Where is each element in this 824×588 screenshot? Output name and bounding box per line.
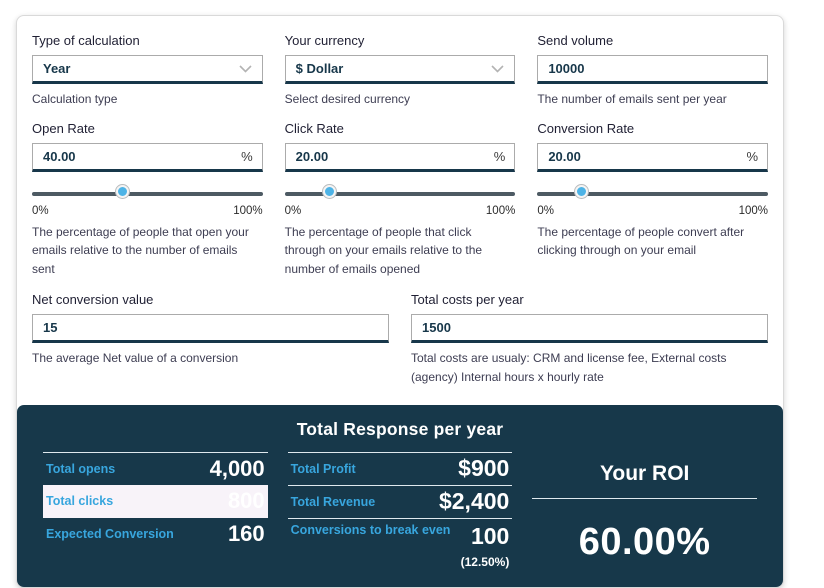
open-rate-help: The percentage of people that open your … <box>32 224 249 276</box>
field-net-conversion-value: Net conversion value The average Net val… <box>32 292 389 386</box>
field-conversion-rate: Conversion Rate % 0% 100% The percentage… <box>537 121 768 279</box>
send-volume-help: The number of emails sent per year <box>537 92 727 106</box>
total-profit-value: $900 <box>458 455 510 482</box>
click-rate-input[interactable] <box>295 143 505 169</box>
slider-scale: 0% 100% <box>32 205 263 217</box>
click-rate-slider-thumb[interactable] <box>322 184 336 198</box>
slider-min-label: 0% <box>32 204 49 217</box>
open-rate-input[interactable] <box>43 143 252 169</box>
results-title: Total Response per year <box>296 418 504 439</box>
slider-scale: 0% 100% <box>537 205 768 217</box>
chevron-down-icon <box>491 64 504 73</box>
click-rate-slider[interactable] <box>284 184 516 203</box>
percent-suffix: % <box>746 148 758 164</box>
roi-value: 60.00% <box>578 520 711 563</box>
conversion-rate-slider-thumb[interactable] <box>575 184 589 198</box>
break-even-label: Conversions to break even <box>290 522 451 537</box>
net-conversion-value-input[interactable] <box>43 315 378 341</box>
field-send-volume: Send volume The number of emails sent pe… <box>537 33 768 109</box>
conversion-rate-input[interactable] <box>548 143 757 169</box>
calculator-form: Type of calculation Year Calculation typ… <box>17 16 783 393</box>
total-costs-help: Total costs are usualy: CRM and license … <box>411 351 727 384</box>
open-rate-slider-thumb[interactable] <box>116 184 130 198</box>
roi-title: Your ROI <box>532 462 757 499</box>
field-type-of-calculation: Type of calculation Year Calculation typ… <box>32 33 263 109</box>
total-clicks-row: Total clicks 800 <box>43 484 268 518</box>
results-middle-column: Total Profit $900 Total Revenue $2,400 C… <box>287 451 513 570</box>
send-volume-label: Send volume <box>537 33 614 48</box>
break-even-value: 100 <box>470 522 510 549</box>
total-revenue-row: Total Revenue $2,400 <box>287 484 513 518</box>
break-even-row: Conversions to break even 100 (12.50%) <box>287 517 513 570</box>
slider-min-label: 0% <box>537 204 554 217</box>
results-left-column: Total opens 4,000 Total clicks 800 Expec… <box>43 451 268 570</box>
expected-conversion-row: Expected Conversion 160 <box>43 518 268 551</box>
break-even-percent: (12.50%) <box>460 555 510 570</box>
roi-calculator-card: Type of calculation Year Calculation typ… <box>16 15 784 588</box>
percent-suffix: % <box>493 148 506 164</box>
net-conversion-value-inputbox <box>32 314 389 344</box>
field-click-rate: Click Rate % 0% 100% The percentage of p… <box>284 120 516 279</box>
slider-track[interactable] <box>32 191 263 196</box>
total-clicks-label: Total clicks <box>46 494 114 509</box>
roi-column: Your ROI 60.00% <box>532 452 757 570</box>
total-opens-row: Total opens 4,000 <box>43 451 268 485</box>
slider-max-label: 100% <box>233 204 263 217</box>
open-rate-slider[interactable] <box>32 184 263 203</box>
total-clicks-value: 800 <box>227 488 265 514</box>
currency-value: $ Dollar <box>295 61 344 76</box>
total-opens-label: Total opens <box>46 461 116 476</box>
open-rate-inputbox: % <box>32 142 263 172</box>
open-rate-label: Open Rate <box>32 120 95 136</box>
total-costs-input[interactable] <box>422 315 757 341</box>
currency-select[interactable]: $ Dollar <box>284 55 516 84</box>
total-costs-inputbox <box>411 314 768 344</box>
expected-conversion-label: Expected Conversion <box>46 527 174 542</box>
total-revenue-value: $2,400 <box>438 488 510 515</box>
conversion-rate-slider[interactable] <box>537 184 768 203</box>
currency-label: Your currency <box>284 33 365 48</box>
slider-max-label: 100% <box>738 204 768 217</box>
slider-min-label: 0% <box>284 204 302 217</box>
click-rate-inputbox: % <box>284 142 516 172</box>
send-volume-input[interactable] <box>548 56 757 81</box>
slider-scale: 0% 100% <box>285 205 516 217</box>
percent-suffix: % <box>241 148 253 164</box>
expected-conversion-value: 160 <box>227 521 265 547</box>
type-of-calculation-help: Calculation type <box>32 92 118 106</box>
slider-max-label: 100% <box>485 204 516 217</box>
conversion-rate-label: Conversion Rate <box>537 120 635 136</box>
field-currency: Your currency $ Dollar Select desired cu… <box>284 33 516 109</box>
currency-help: Select desired currency <box>284 92 411 106</box>
click-rate-label: Click Rate <box>284 120 344 136</box>
type-of-calculation-value: Year <box>43 61 71 76</box>
total-revenue-label: Total Revenue <box>290 494 376 509</box>
type-of-calculation-select[interactable]: Year <box>32 55 263 84</box>
total-profit-label: Total Profit <box>290 461 356 476</box>
chevron-down-icon <box>239 64 252 73</box>
conversion-rate-inputbox: % <box>537 142 768 172</box>
field-open-rate: Open Rate % 0% 100% The percentage of pe… <box>32 121 263 279</box>
slider-track[interactable] <box>284 191 516 196</box>
total-opens-value: 4,000 <box>209 455 265 481</box>
click-rate-help: The percentage of people that click thro… <box>284 224 483 276</box>
slider-track[interactable] <box>537 191 768 196</box>
net-conversion-value-help: The average Net value of a conversion <box>32 351 239 366</box>
type-of-calculation-label: Type of calculation <box>32 33 140 48</box>
send-volume-inputbox <box>537 55 768 84</box>
field-total-costs: Total costs per year Total costs are usu… <box>411 292 768 386</box>
total-profit-row: Total Profit $900 <box>287 451 513 485</box>
net-conversion-value-label: Net conversion value <box>32 292 154 308</box>
total-costs-label: Total costs per year <box>411 292 524 308</box>
results-panel: Total Response per year Total opens 4,00… <box>17 404 783 588</box>
conversion-rate-help: The percentage of people convert after c… <box>537 224 745 258</box>
